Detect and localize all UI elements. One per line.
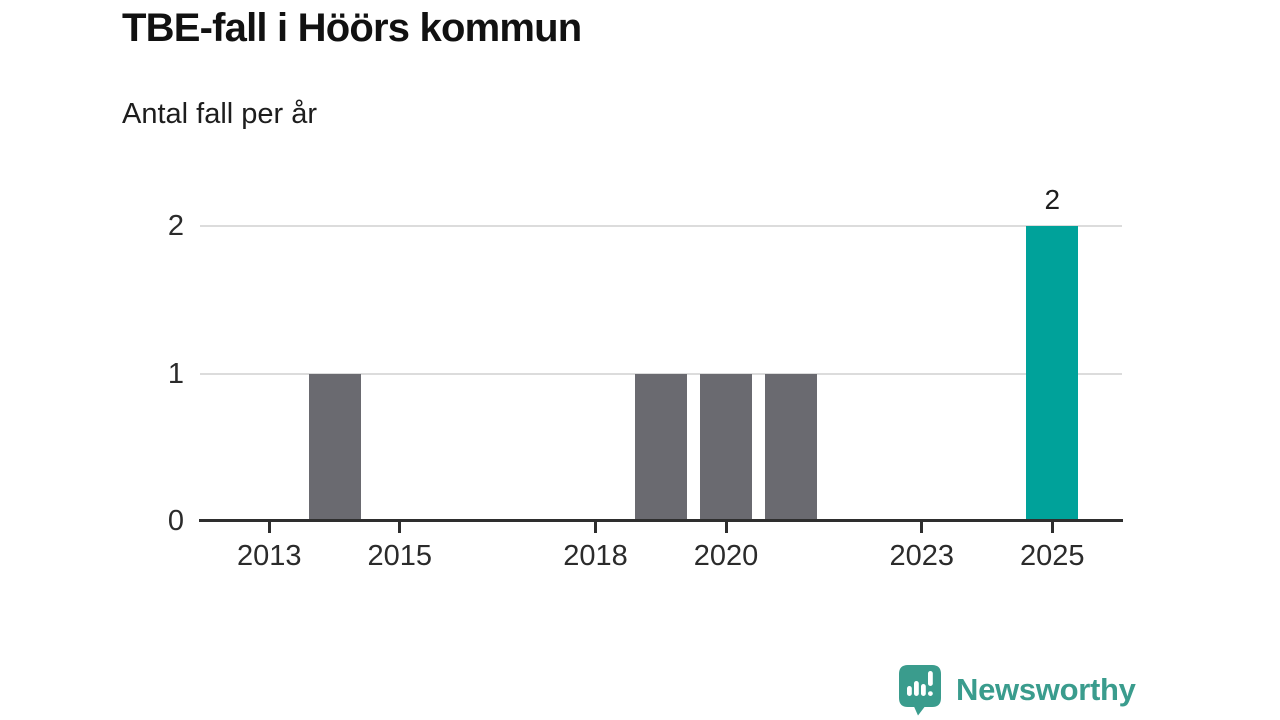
- x-tick-label: 2020: [693, 540, 759, 572]
- x-tick: [920, 522, 924, 533]
- newsworthy-logo: Newsworthy: [898, 664, 1136, 716]
- x-axis-line: [199, 519, 1123, 522]
- y-tick-label: 1: [167, 357, 184, 390]
- x-tick-label: 2013: [236, 540, 302, 572]
- newsworthy-speech-bubble-bar-chart-icon: [899, 665, 941, 716]
- x-tick-label: 2018: [563, 540, 628, 572]
- x-tick: [398, 522, 402, 533]
- bar-2025: [1026, 226, 1079, 521]
- x-tick: [1050, 522, 1054, 533]
- x-tick: [724, 522, 728, 533]
- x-tick: [267, 522, 271, 533]
- page-title: TBE-fall i Höörs kommun: [122, 6, 582, 50]
- x-tick-label: 2015: [367, 540, 432, 572]
- y-tick-label: 2: [167, 210, 184, 242]
- bar-2020: [700, 373, 752, 521]
- bar-2019: [634, 373, 687, 521]
- x-tick-label: 2025: [1019, 540, 1085, 572]
- bar-2021: [765, 373, 818, 521]
- y-gridline: [200, 225, 1122, 227]
- x-tick-label: 2023: [889, 540, 954, 572]
- bar-2014: [308, 373, 361, 521]
- y-tick-label: 0: [167, 505, 184, 537]
- newsworthy-wordmark: Newsworthy: [956, 672, 1136, 707]
- page-subtitle: Antal fall per år: [122, 98, 318, 130]
- bar-value-label: 2: [1044, 184, 1061, 215]
- x-tick: [594, 522, 597, 533]
